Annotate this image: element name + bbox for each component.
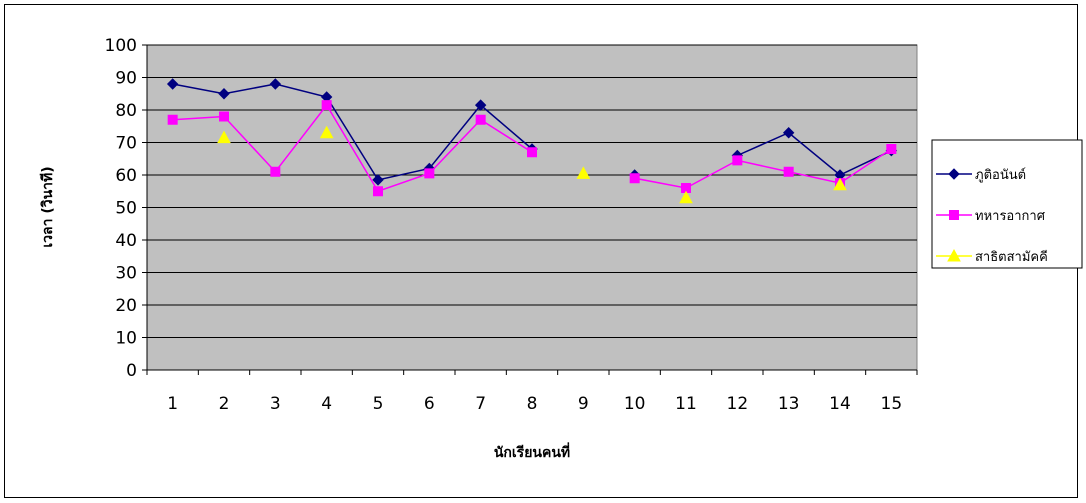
x-tick-label: 13 [778, 394, 800, 414]
legend-label: ภูติอนันต์ [975, 167, 1026, 183]
x-tick-label: 15 [881, 394, 903, 414]
y-tick-label: 70 [115, 134, 137, 154]
data-point [167, 114, 178, 125]
y-tick-label: 30 [115, 264, 137, 284]
data-point [783, 166, 794, 177]
y-tick-label: 80 [115, 101, 137, 121]
x-tick-label: 1 [167, 394, 178, 414]
legend-label: ทหารอากาศ [975, 209, 1046, 224]
x-tick-label: 6 [424, 394, 435, 414]
x-tick-label: 11 [675, 394, 697, 414]
legend-marker [948, 168, 960, 180]
y-tick-label: 50 [115, 199, 137, 219]
y-tick-label: 40 [115, 231, 137, 251]
series-layer [166, 78, 898, 204]
x-tick-label: 4 [321, 394, 332, 414]
series-line [172, 83, 533, 181]
x-axis-title: นักเรียนคนที่ [494, 442, 570, 461]
data-point [424, 168, 435, 179]
data-point [269, 78, 282, 90]
y-axis-title: เวลา (วินาที) [40, 166, 56, 247]
x-tick-label: 14 [829, 394, 851, 414]
data-point [732, 155, 743, 166]
legend-marker [949, 210, 959, 220]
y-tick-label: 60 [115, 166, 137, 186]
data-point [218, 88, 230, 100]
y-tick-label: 20 [115, 296, 137, 316]
data-point [372, 174, 384, 186]
y-tick-label: 10 [115, 329, 137, 349]
data-point [166, 78, 179, 90]
series-3 [217, 125, 847, 204]
data-point [527, 147, 537, 158]
data-point [217, 130, 231, 144]
data-point [270, 166, 281, 177]
data-point [886, 144, 897, 154]
series-line [634, 148, 892, 189]
series-line [737, 131, 892, 176]
y-tick-label: 100 [105, 36, 137, 56]
y-tick-label: 0 [126, 361, 137, 381]
y-tick-label: 90 [115, 69, 137, 89]
x-tick-label: 12 [727, 394, 749, 414]
legend-label: สาธิตสามัคคี [975, 249, 1048, 265]
series-line [172, 103, 533, 193]
data-point [319, 125, 334, 139]
data-point [219, 111, 229, 122]
data-point [833, 177, 847, 191]
data-point [474, 99, 487, 111]
data-point [373, 186, 383, 197]
x-tick-label: 8 [527, 394, 538, 414]
legend-box [931, 139, 1083, 269]
x-tick-label: 3 [270, 394, 281, 414]
data-point [321, 100, 332, 111]
data-point [679, 190, 693, 204]
x-tick-label: 9 [578, 394, 589, 414]
data-point [475, 114, 486, 125]
data-point [576, 166, 591, 179]
x-tick-label: 5 [373, 394, 384, 414]
x-tick-label: 10 [624, 394, 646, 414]
legend-marker [947, 248, 961, 262]
x-tick-label: 2 [219, 394, 230, 414]
x-tick-label: 7 [475, 394, 486, 414]
data-point [629, 173, 640, 184]
data-point [782, 127, 795, 139]
